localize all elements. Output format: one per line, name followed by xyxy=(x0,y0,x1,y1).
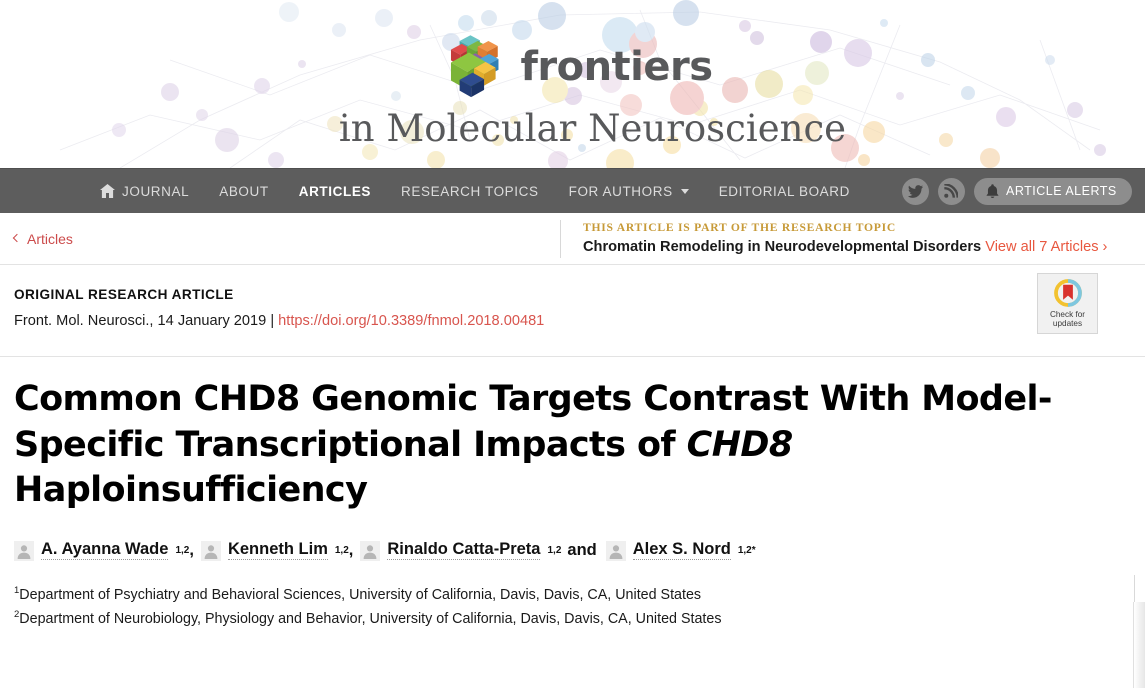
nav-item-research-topics-label: RESEARCH TOPICS xyxy=(401,183,539,199)
breadcrumb-articles[interactable]: Articles xyxy=(0,231,560,247)
affiliation-item: 1Department of Psychiatry and Behavioral… xyxy=(14,583,1131,607)
affiliations-list: 1Department of Psychiatry and Behavioral… xyxy=(14,583,1131,631)
nav-item-articles-label: ARTICLES xyxy=(298,183,372,199)
article-title-gene: CHD8 xyxy=(686,424,794,465)
brand-wordmark: frontiers xyxy=(520,43,713,90)
author-affil-sup: 1,2 xyxy=(175,544,190,556)
brand-row: frontiers xyxy=(438,28,713,100)
research-topic-title-row: Chromatin Remodeling in Neurodevelopment… xyxy=(583,238,1107,256)
affiliation-item: 2Department of Neurobiology, Physiology … xyxy=(14,607,1131,631)
article-alerts-label: ARTICLE ALERTS xyxy=(1005,184,1117,198)
nav-item-journal[interactable]: JOURNAL xyxy=(100,184,189,199)
crossmark-label-line1: Check for xyxy=(1049,310,1086,319)
article-alerts-button[interactable]: ARTICLE ALERTS xyxy=(973,177,1132,205)
author-entry: Kenneth Lim 1,2 xyxy=(200,540,349,561)
author-entry: Rinaldo Catta-Preta 1,2 xyxy=(360,540,562,561)
article-title: Common CHD8 Genomic Targets Contrast Wit… xyxy=(14,377,1089,514)
rss-icon xyxy=(944,184,959,198)
article-header: Common CHD8 Genomic Targets Contrast Wit… xyxy=(0,357,1145,631)
chevron-down-icon xyxy=(680,188,689,194)
research-topic-bar: Articles THIS ARTICLE IS PART OF THE RES… xyxy=(0,213,1145,265)
crossmark-check-for-updates-badge[interactable]: Check for updates xyxy=(1037,273,1098,334)
journal-and-date: Front. Mol. Neurosci., 14 January 2019 | xyxy=(14,313,279,329)
article-meta-section: ORIGINAL RESEARCH ARTICLE Front. Mol. Ne… xyxy=(0,265,1145,357)
article-title-part1: Common CHD8 Genomic Targets Contrast Wit… xyxy=(14,379,1052,465)
crossmark-label-line2: updates xyxy=(1052,319,1083,329)
crossmark-badge-icon xyxy=(1053,279,1082,307)
nav-item-for-authors-label: FOR AUTHORS xyxy=(568,183,673,199)
twitter-icon xyxy=(907,184,923,198)
author-affil-sup: 1,2 xyxy=(334,544,349,556)
author-affil-sup: 1,2 xyxy=(547,544,562,556)
affiliation-marker: 1 xyxy=(14,584,20,596)
side-panel-divider xyxy=(1134,575,1135,603)
affiliation-text: Department of Neurobiology, Physiology a… xyxy=(19,610,722,627)
nav-item-for-authors[interactable]: FOR AUTHORS xyxy=(569,184,689,199)
author-avatar-icon xyxy=(14,540,34,561)
chevron-left-icon xyxy=(12,233,22,243)
research-topic-kicker: THIS ARTICLE IS PART OF THE RESEARCH TOP… xyxy=(583,220,896,234)
author-avatar-icon xyxy=(605,540,626,561)
nav-item-research-topics[interactable]: RESEARCH TOPICS xyxy=(401,184,539,199)
masthead-decorative-network-graphic xyxy=(59,0,1106,168)
bell-icon xyxy=(986,183,999,198)
twitter-button[interactable] xyxy=(901,177,929,205)
author-name-link[interactable]: Kenneth Lim xyxy=(227,540,328,560)
breadcrumb-label: Articles xyxy=(27,230,73,247)
research-topic-title[interactable]: Chromatin Remodeling in Neurodevelopment… xyxy=(583,239,982,256)
masthead: frontiers in Molecular Neuroscience xyxy=(0,0,1145,168)
article-citation-line: Front. Mol. Neurosci., 14 January 2019 |… xyxy=(14,313,1131,329)
author-separator: , xyxy=(348,541,354,560)
frontiers-cubes-logo-icon xyxy=(451,34,499,97)
nav-item-editorial-board[interactable]: EDITORIAL BOARD xyxy=(719,184,850,199)
research-topic-block: THIS ARTICLE IS PART OF THE RESEARCH TOP… xyxy=(583,221,1107,257)
journal-brand[interactable]: frontiers in Molecular Neuroscience xyxy=(0,0,1145,168)
author-list: A. Ayanna Wade 1,2 , Kenneth Lim 1,2 , xyxy=(14,540,1131,561)
doi-link[interactable]: https://doi.org/10.3389/fnmol.2018.00481 xyxy=(278,313,545,329)
author-name-link[interactable]: Rinaldo Catta-Preta xyxy=(387,540,541,560)
article-type-label: ORIGINAL RESEARCH ARTICLE xyxy=(14,287,234,302)
nav-item-journal-label: JOURNAL xyxy=(122,183,190,199)
author-avatar-icon xyxy=(360,540,381,561)
author-avatar-icon xyxy=(200,540,221,561)
affiliation-marker: 2 xyxy=(14,608,20,620)
author-affil-sup: 1,2* xyxy=(737,544,756,556)
author-entry: A. Ayanna Wade 1,2 xyxy=(14,540,190,561)
author-entry: Alex S. Nord 1,2* xyxy=(605,540,756,561)
nav-social-group: ARTICLE ALERTS xyxy=(901,177,1132,205)
nav-item-articles[interactable]: ARTICLES xyxy=(299,184,371,199)
view-all-articles-link[interactable]: View all 7 Articles › xyxy=(985,239,1108,256)
side-tools-panel[interactable] xyxy=(1133,602,1145,688)
author-separator: , xyxy=(189,541,194,560)
nav-item-about[interactable]: ABOUT xyxy=(219,184,269,199)
journal-subtitle: in Molecular Neuroscience xyxy=(338,106,847,150)
nav-item-about-label: ABOUT xyxy=(219,183,269,199)
affiliation-text: Department of Psychiatry and Behavioral … xyxy=(19,586,702,603)
author-name-link[interactable]: Alex S. Nord xyxy=(632,540,731,560)
nav-item-editorial-board-label: EDITORIAL BOARD xyxy=(718,183,850,199)
author-name-link[interactable]: A. Ayanna Wade xyxy=(41,540,169,560)
home-icon xyxy=(100,184,115,198)
vertical-divider xyxy=(560,219,561,258)
main-navbar: JOURNAL ABOUT ARTICLES RESEARCH TOPICS F… xyxy=(0,168,1145,213)
crossmark-label: Check for updates xyxy=(1050,310,1085,328)
article-title-part2: Haploinsufficiency xyxy=(14,470,368,510)
rss-button[interactable] xyxy=(937,177,965,205)
author-separator: and xyxy=(567,541,597,560)
